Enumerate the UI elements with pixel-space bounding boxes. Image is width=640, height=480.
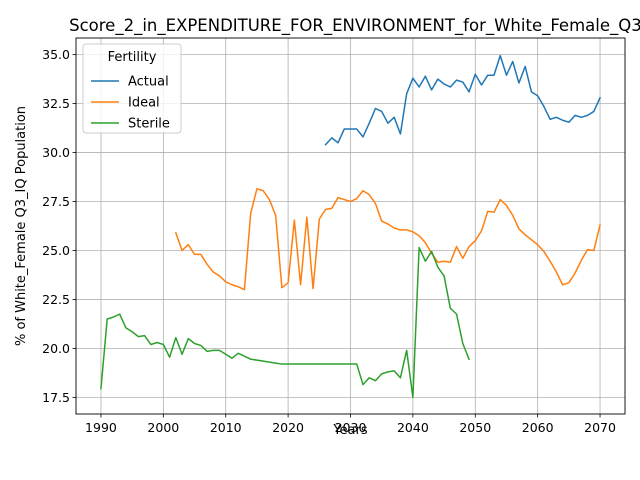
- series-line-ideal: [174, 188, 601, 291]
- y-axis-label: % of White_Female Q3_IQ Population: [14, 106, 29, 346]
- series-line-actual: [324, 54, 602, 146]
- y-tick-label: 32.5: [42, 96, 70, 111]
- y-tick-label: 27.5: [42, 194, 70, 209]
- y-tick-label: 20.0: [42, 341, 70, 356]
- x-tick-label: 1990: [85, 420, 117, 435]
- x-axis-label: Years: [332, 423, 368, 438]
- legend: Fertility Actual Ideal Sterile: [82, 43, 182, 134]
- legend-label-ideal: Ideal: [128, 96, 160, 111]
- y-tick-label: 22.5: [42, 292, 70, 307]
- y-tick-label: 35.0: [42, 47, 70, 62]
- x-tick-label: 2060: [522, 420, 554, 435]
- legend-title: Fertility: [108, 50, 157, 65]
- y-tick-label: 25.0: [42, 243, 70, 258]
- chart-title: Score_2_in_EXPENDITURE_FOR_ENVIRONMENT_f…: [69, 16, 640, 36]
- x-tick-label: 2030: [335, 420, 367, 435]
- axis-ticks: 1990 2000 2010 2020 2030 2040 2050 2060 2070 17.5…: [42, 47, 616, 435]
- x-tick-label: 2070: [584, 420, 616, 435]
- y-tick-label: 30.0: [42, 145, 70, 160]
- x-tick-label: 2010: [210, 420, 242, 435]
- series-layer: [100, 54, 602, 399]
- x-tick-label: 2020: [272, 420, 304, 435]
- x-tick-label: 2040: [397, 420, 429, 435]
- legend-box: [82, 43, 182, 134]
- x-tick-label: 2050: [459, 420, 491, 435]
- legend-label-sterile: Sterile: [128, 117, 170, 132]
- legend-label-actual: Actual: [128, 75, 169, 90]
- y-tick-label: 17.5: [42, 390, 70, 405]
- series-line-sterile: [100, 246, 471, 399]
- x-tick-label: 2000: [147, 420, 179, 435]
